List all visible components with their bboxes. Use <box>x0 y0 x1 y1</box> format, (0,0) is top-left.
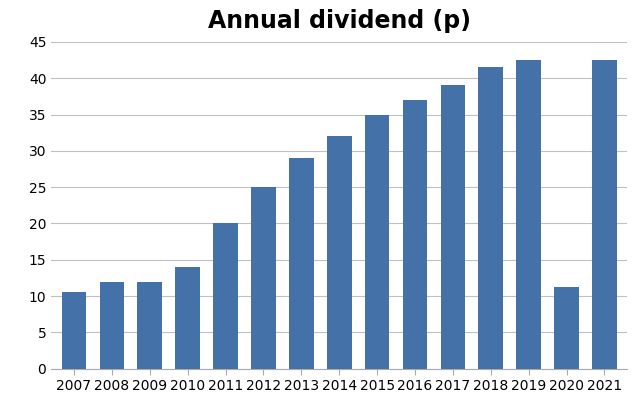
Bar <box>175 267 200 369</box>
Title: Annual dividend (p): Annual dividend (p) <box>208 9 470 33</box>
Bar <box>289 158 314 369</box>
Bar <box>516 60 541 369</box>
Bar <box>440 85 465 369</box>
Bar <box>99 282 124 369</box>
Bar <box>592 60 617 369</box>
Bar <box>213 223 238 369</box>
Bar <box>138 282 162 369</box>
Bar <box>554 287 579 369</box>
Bar <box>365 114 389 369</box>
Bar <box>61 292 86 369</box>
Bar <box>251 187 276 369</box>
Bar <box>479 67 503 369</box>
Bar <box>403 100 428 369</box>
Bar <box>327 136 351 369</box>
